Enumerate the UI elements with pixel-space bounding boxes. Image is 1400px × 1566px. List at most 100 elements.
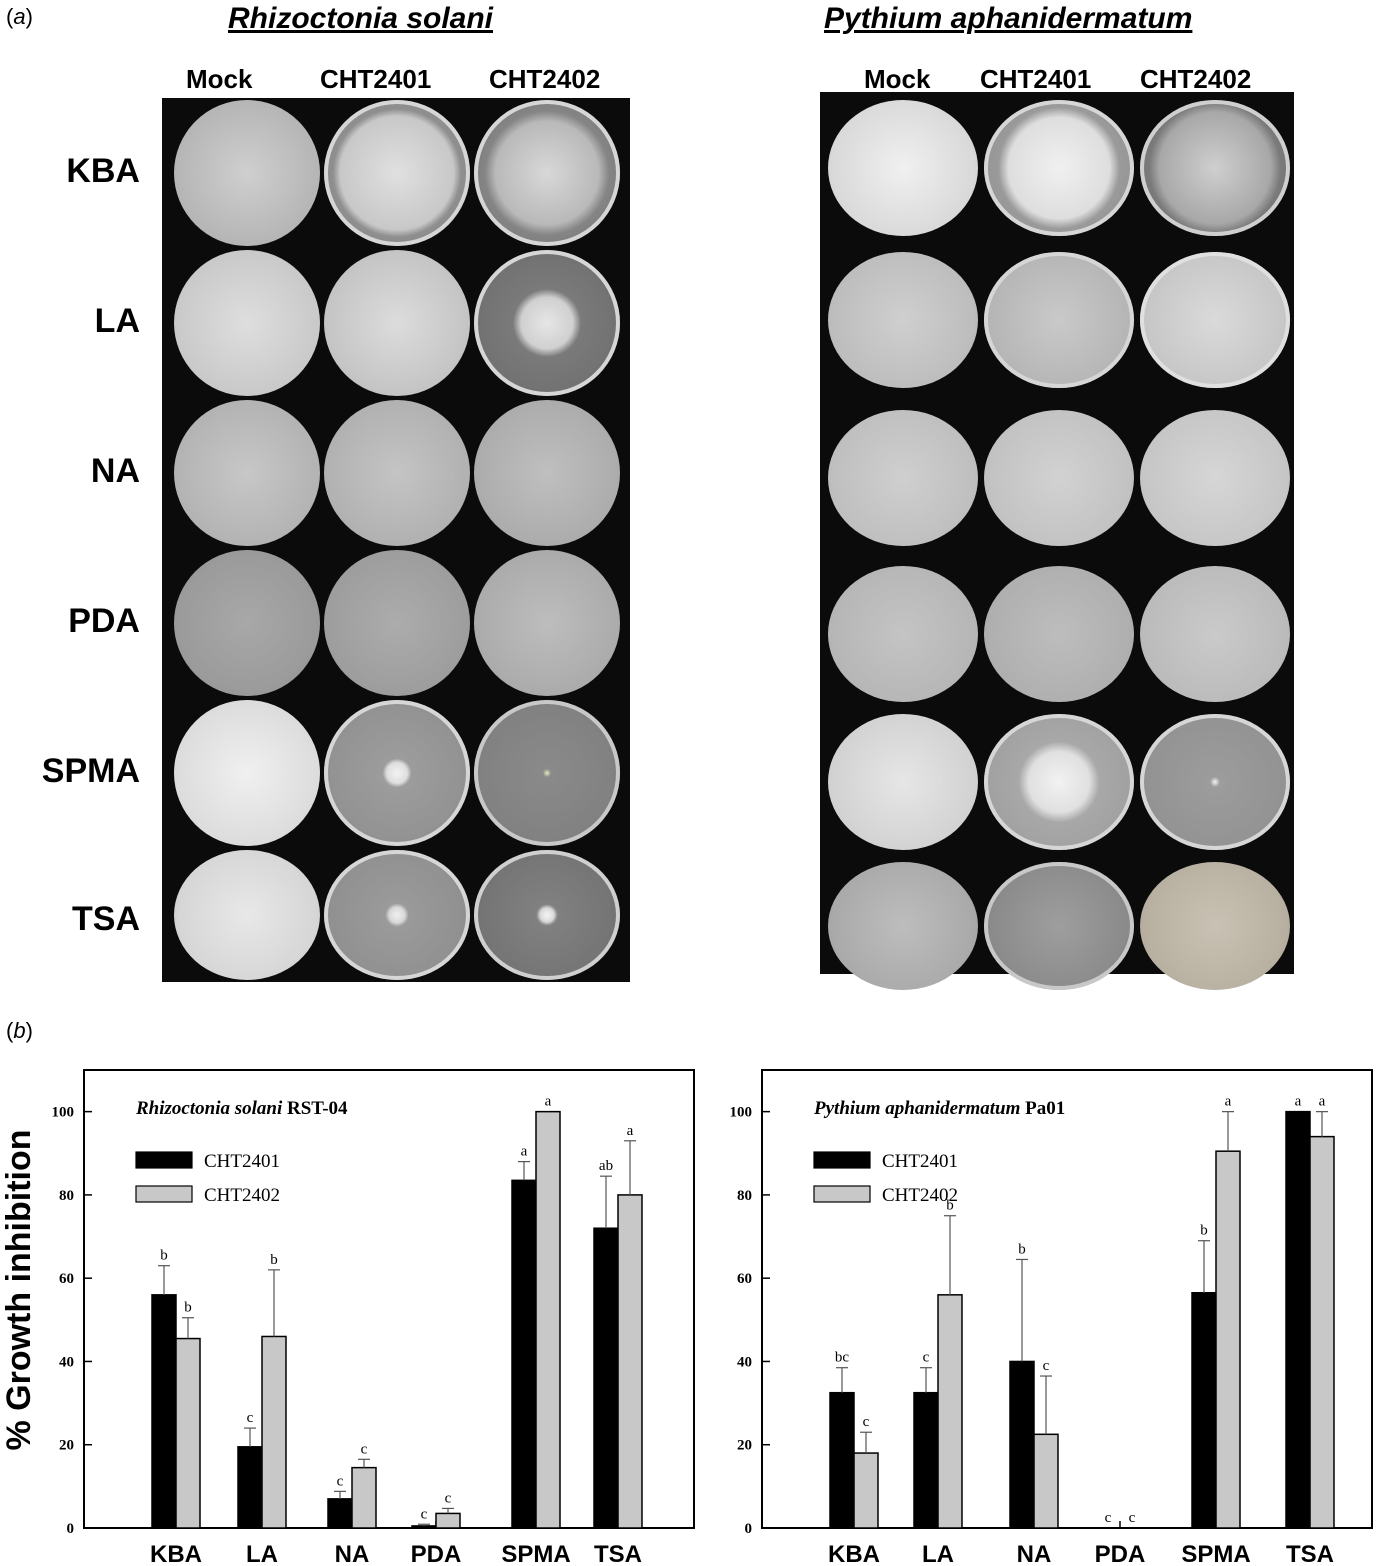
pythium-significance-letter: c: [1129, 1510, 1136, 1526]
pythium-x-tick-label: LA: [922, 1541, 954, 1566]
pythium-x-tick-label: TSA: [1286, 1541, 1334, 1566]
pythium-legend-label-cht2401: CHT2401: [882, 1151, 958, 1172]
rhizoctonia-significance-letter: c: [445, 1490, 452, 1506]
row-header-pda: PDA: [68, 602, 140, 640]
species-title-rhizoctonia: Rhizoctonia solani: [228, 2, 494, 35]
plate-cht2401-tsa-p: [984, 862, 1134, 990]
rhizoctonia-y-tick-label: 0: [67, 1521, 75, 1537]
plate-cht2402-spma: [474, 700, 620, 846]
plate-cht2402-pda: [474, 550, 620, 696]
pythium-significance-letter: c: [863, 1414, 870, 1430]
column-header-cht2402-right: CHT2402: [1140, 64, 1252, 94]
column-header-mock-right: Mock: [864, 64, 931, 94]
plate-cht2401-na: [324, 400, 470, 546]
rhizoctonia-plot-frame: [83, 1069, 695, 1529]
plate-mock-na-p: [828, 410, 978, 546]
rhizoctonia-x-tick-label: KBA: [150, 1541, 202, 1566]
plate-cht2402-kba-p: [1140, 100, 1290, 236]
column-header-mock-left: Mock: [186, 64, 253, 94]
pythium-significance-letter: b: [1018, 1241, 1026, 1257]
plate-mock-la: [174, 250, 320, 396]
plate-cht2401-la: [324, 250, 470, 396]
rhizoctonia-bar-cht2401: [237, 1446, 263, 1529]
pythium-x-tick-label: KBA: [828, 1541, 880, 1566]
pythium-bar-cht2402: [1215, 1150, 1241, 1529]
rhizoctonia-y-tick-label: 80: [59, 1188, 74, 1204]
pythium-x-tick-label: PDA: [1095, 1541, 1146, 1566]
pythium-y-tick-label: 80: [737, 1188, 752, 1204]
pythium-y-tick-label: 40: [737, 1354, 752, 1370]
rhizoctonia-bar-cht2402: [435, 1512, 461, 1529]
plate-cht2401-pda: [324, 550, 470, 696]
plate-cht2402-na: [474, 400, 620, 546]
row-header-na: NA: [90, 452, 140, 490]
plate-mock-na: [174, 400, 320, 546]
rhizoctonia-chart-title: Rhizoctonia solani RST-04: [135, 1098, 348, 1119]
plate-mock-spma-p: [828, 714, 978, 850]
pythium-significance-letter: c: [1043, 1358, 1050, 1374]
pythium-significance-letter: b: [946, 1198, 954, 1214]
rhizoctonia-y-tick-label: 60: [59, 1271, 74, 1287]
rhizoctonia-y-tick-label: 100: [52, 1105, 75, 1121]
column-header-cht2402-left: CHT2402: [489, 64, 601, 94]
rhizoctonia-bar-cht2402: [351, 1466, 377, 1529]
rhizoctonia-significance-letter: a: [545, 1094, 552, 1110]
rhizoctonia-x-tick-label: SPMA: [501, 1541, 570, 1566]
y-axis-label: % Growth inhibition: [0, 1129, 38, 1450]
pythium-chart-title: Pythium aphanidermatum Pa01: [813, 1098, 1065, 1119]
plate-cht2402-la: [474, 250, 620, 396]
plate-cht2402-pda-p: [1140, 566, 1290, 702]
rhizoctonia-bar-cht2402: [617, 1194, 643, 1529]
pythium-significance-letter: a: [1225, 1094, 1232, 1110]
rhizoctonia-x-tick-label: LA: [246, 1541, 278, 1566]
column-header-cht2401-left: CHT2401: [320, 64, 432, 94]
rhizoctonia-significance-letter: ab: [599, 1158, 613, 1174]
rhizoctonia-bar-cht2401: [593, 1227, 619, 1529]
rhizoctonia-x-tick-label: PDA: [411, 1541, 462, 1566]
pythium-x-tick-label: NA: [1017, 1541, 1052, 1566]
pythium-significance-letter: c: [1105, 1510, 1112, 1526]
row-header-kba: KBA: [66, 152, 140, 190]
rhizoctonia-significance-letter: a: [627, 1123, 634, 1139]
plate-cht2402-na-p: [1140, 410, 1290, 546]
plate-mock-la-p: [828, 252, 978, 388]
rhizoctonia-bar-cht2401: [327, 1498, 353, 1529]
plate-mock-kba-p: [828, 100, 978, 236]
plate-cht2401-na-p: [984, 410, 1134, 546]
plate-mock-spma: [174, 700, 320, 846]
plate-cht2401-kba: [324, 100, 470, 246]
rhizoctonia-significance-letter: b: [184, 1300, 192, 1316]
panel-b-tag: (b): [6, 1018, 33, 1043]
column-header-cht2401-right: CHT2401: [980, 64, 1092, 94]
plate-cht2402-kba: [474, 100, 620, 246]
row-header-tsa: TSA: [72, 900, 140, 938]
rhizoctonia-bar-cht2401: [511, 1179, 537, 1529]
pythium-significance-letter: b: [1200, 1223, 1208, 1239]
plate-cht2401-spma: [324, 700, 470, 846]
pythium-legend-swatch-cht2402: [813, 1185, 871, 1203]
plate-mock-tsa-p: [828, 862, 978, 990]
plate-mock-pda-p: [828, 566, 978, 702]
rhizoctonia-legend-label-cht2401: CHT2401: [204, 1151, 280, 1172]
rhizoctonia-legend-swatch-cht2402: [135, 1185, 193, 1203]
rhizoctonia-significance-letter: c: [421, 1506, 428, 1522]
plate-cht2402-spma-p: [1140, 714, 1290, 850]
plate-mock-kba: [174, 100, 320, 246]
pythium-legend-swatch-cht2401: [813, 1151, 871, 1169]
rhizoctonia-x-tick-label: TSA: [594, 1541, 642, 1566]
rhizoctonia-significance-letter: c: [361, 1441, 368, 1457]
plate-mock-tsa: [174, 850, 320, 980]
pythium-y-tick-label: 100: [730, 1105, 753, 1121]
pythium-x-tick-label: SPMA: [1181, 1541, 1250, 1566]
pythium-y-tick-label: 60: [737, 1271, 752, 1287]
pythium-bar-cht2401: [913, 1391, 939, 1529]
plate-mock-pda: [174, 550, 320, 696]
pythium-legend-label-cht2402: CHT2402: [882, 1185, 958, 1206]
species-title-pythium: Pythium aphanidermatum: [824, 2, 1193, 35]
pythium-bar-cht2402: [1033, 1433, 1059, 1529]
plate-cht2401-tsa: [324, 850, 470, 980]
row-header-spma: SPMA: [41, 752, 140, 790]
pythium-significance-letter: a: [1319, 1094, 1326, 1110]
rhizoctonia-significance-letter: c: [247, 1410, 254, 1426]
rhizoctonia-significance-letter: b: [270, 1252, 278, 1268]
